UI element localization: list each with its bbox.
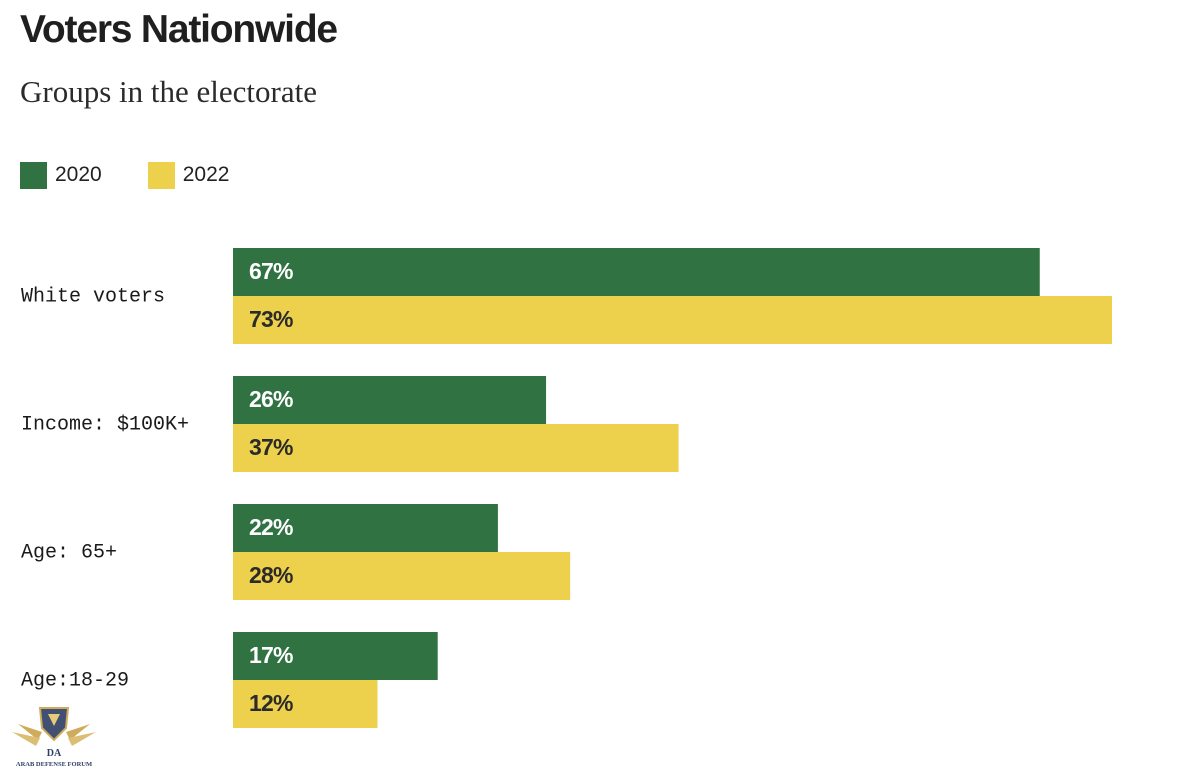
- legend-label-2022: 2022: [182, 163, 230, 186]
- data-label-2022: 73%: [249, 306, 293, 332]
- bar-2022: [233, 424, 679, 472]
- watermark-monogram: DA: [47, 748, 62, 759]
- legend-item-2020: 2020: [20, 161, 102, 189]
- watermark-text: ARAB DEFENSE FORUM: [16, 761, 92, 768]
- data-label-2020: 17%: [249, 642, 293, 668]
- bar-2020: [233, 504, 498, 552]
- category-label: Age: 65+: [21, 541, 117, 564]
- bar-2020: [233, 248, 1040, 296]
- data-label-2020: 26%: [249, 386, 293, 412]
- legend-label-2020: 2020: [55, 163, 102, 186]
- data-label-2020: 67%: [249, 258, 293, 284]
- legend: 2020 2022: [20, 161, 275, 189]
- chart-title: Voters Nationwide: [20, 8, 338, 51]
- data-label-2022: 37%: [249, 434, 293, 460]
- data-label-2022: 28%: [249, 562, 293, 588]
- watermark-logo: DA ARAB DEFENSE FORUM: [12, 707, 96, 768]
- legend-swatch-2020: [20, 161, 47, 189]
- data-label-2022: 12%: [249, 690, 293, 716]
- bar-2022: [233, 680, 378, 728]
- legend-swatch-2022: [147, 161, 175, 189]
- chart-subtitle: Groups in the electorate: [20, 74, 317, 109]
- bar-2022: [233, 296, 1112, 344]
- bar-2020: [233, 376, 547, 424]
- legend-item-2022: 2022: [147, 161, 230, 189]
- category-label: Income: $100K+: [21, 413, 189, 436]
- data-label-2020: 22%: [249, 514, 293, 540]
- bar-2020: [233, 632, 438, 680]
- category-label: White voters: [21, 285, 165, 308]
- bar-2022: [233, 552, 571, 600]
- category-label: Age:18-29: [21, 669, 129, 692]
- shield-wings-logo-icon: [12, 707, 96, 746]
